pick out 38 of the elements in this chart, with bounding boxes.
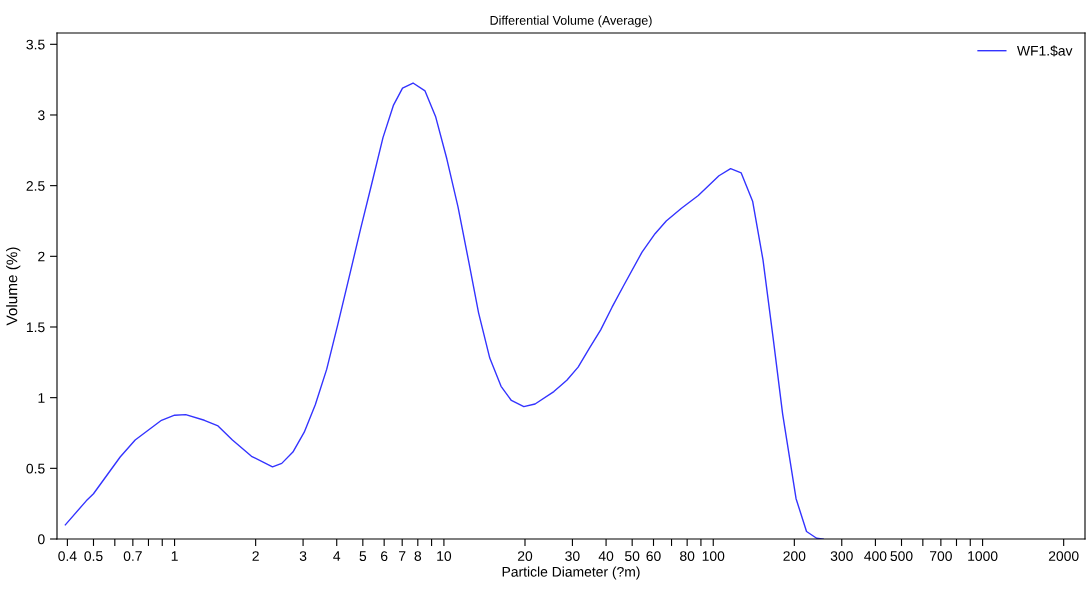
y-axis-title: Volume (%): [6, 247, 21, 326]
x-tick-label: 200: [783, 551, 806, 562]
x-tick-label: 20: [517, 551, 533, 562]
y-tick-label: 3.5: [26, 39, 45, 50]
x-tick-label: 0.4: [58, 551, 77, 562]
x-tick-label: 0.7: [123, 551, 142, 562]
x-tick-label: 300: [830, 551, 853, 562]
y-tick-label: 0: [38, 534, 45, 545]
x-tick-label: 50: [625, 551, 640, 562]
x-tick-label: 60: [646, 551, 661, 562]
x-axis-title: Particle Diameter (?m): [502, 566, 640, 580]
x-tick-label: 3: [299, 551, 307, 562]
y-tick-label: 2: [38, 251, 45, 262]
y-tick-label: 0.5: [26, 463, 45, 474]
x-tick-label: 400: [864, 551, 887, 562]
chart-title: Differential Volume (Average): [490, 15, 652, 28]
y-tick-label: 1.5: [26, 322, 45, 333]
x-tick-label: 100: [702, 551, 725, 562]
x-tick-label: 2000: [1048, 551, 1079, 562]
x-tick-label: 30: [565, 551, 580, 562]
x-tick-label: 7: [399, 551, 406, 561]
x-tick-label: 1000: [968, 551, 998, 562]
x-tick-label: 8: [414, 551, 422, 562]
x-tick-label: 500: [890, 551, 913, 562]
x-tick-label: 4: [333, 551, 341, 561]
x-tick-label: 40: [598, 551, 614, 562]
x-tick-label: 700: [930, 551, 952, 562]
x-tick-label: 5: [359, 551, 367, 562]
x-tick-label: 1: [171, 551, 178, 561]
x-tick-label: 2: [252, 551, 259, 561]
y-tick-label: 1: [38, 393, 45, 403]
legend-label: WF1.$av: [1016, 45, 1073, 57]
y-tick-label: 2.5: [26, 180, 45, 191]
y-tick-label: 3: [38, 110, 45, 121]
x-tick-label: 6: [381, 551, 388, 562]
x-tick-label: 0.5: [84, 551, 103, 562]
x-tick-label: 10: [437, 551, 452, 562]
x-tick-label: 80: [680, 551, 695, 562]
